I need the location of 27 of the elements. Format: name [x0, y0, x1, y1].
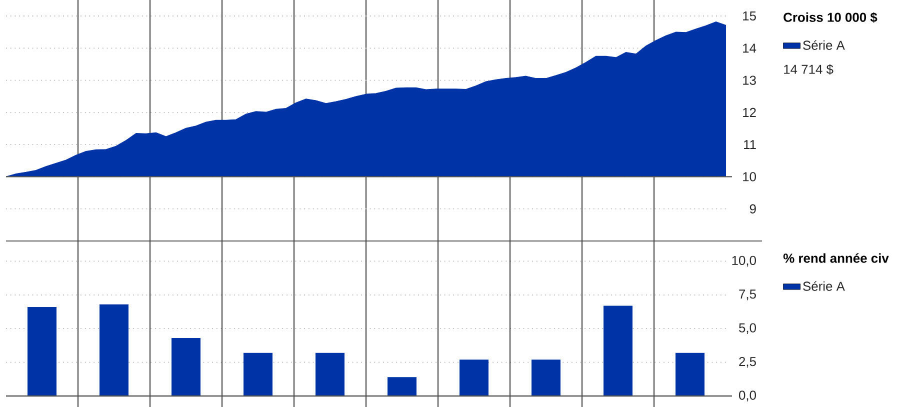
y-tick-label: 10: [743, 172, 756, 182]
bar: [532, 360, 561, 396]
bar: [604, 306, 633, 396]
text: 14 714 $: [784, 64, 834, 75]
y-tick-label: 10,0: [732, 256, 756, 267]
y-tick-label: 5,0: [739, 323, 756, 334]
legend-label: Série A: [803, 40, 845, 50]
legend-title: % rend année civ: [783, 253, 889, 263]
y-tick-label: 15: [743, 11, 756, 21]
bar: [244, 352, 273, 396]
bar: [28, 307, 57, 396]
y-tick-label: 2,5: [739, 356, 756, 368]
y-tick-label: 9: [750, 204, 756, 214]
y-tick-label: 0,0: [738, 390, 756, 402]
bar: [100, 304, 129, 396]
bar: [460, 360, 489, 396]
y-tick-label: 14: [743, 44, 756, 53]
bar: [676, 352, 705, 396]
legend-label: Série A: [803, 281, 845, 291]
bar: [316, 352, 345, 396]
bar: [172, 338, 201, 396]
bar: [388, 377, 417, 396]
y-tick-label: 12: [743, 108, 756, 117]
legend-title: Croiss 10 000 $: [784, 12, 878, 23]
y-tick-label: 11: [744, 140, 756, 150]
y-tick-label: 13: [743, 76, 756, 85]
y-tick-label: 7,5: [739, 290, 756, 300]
